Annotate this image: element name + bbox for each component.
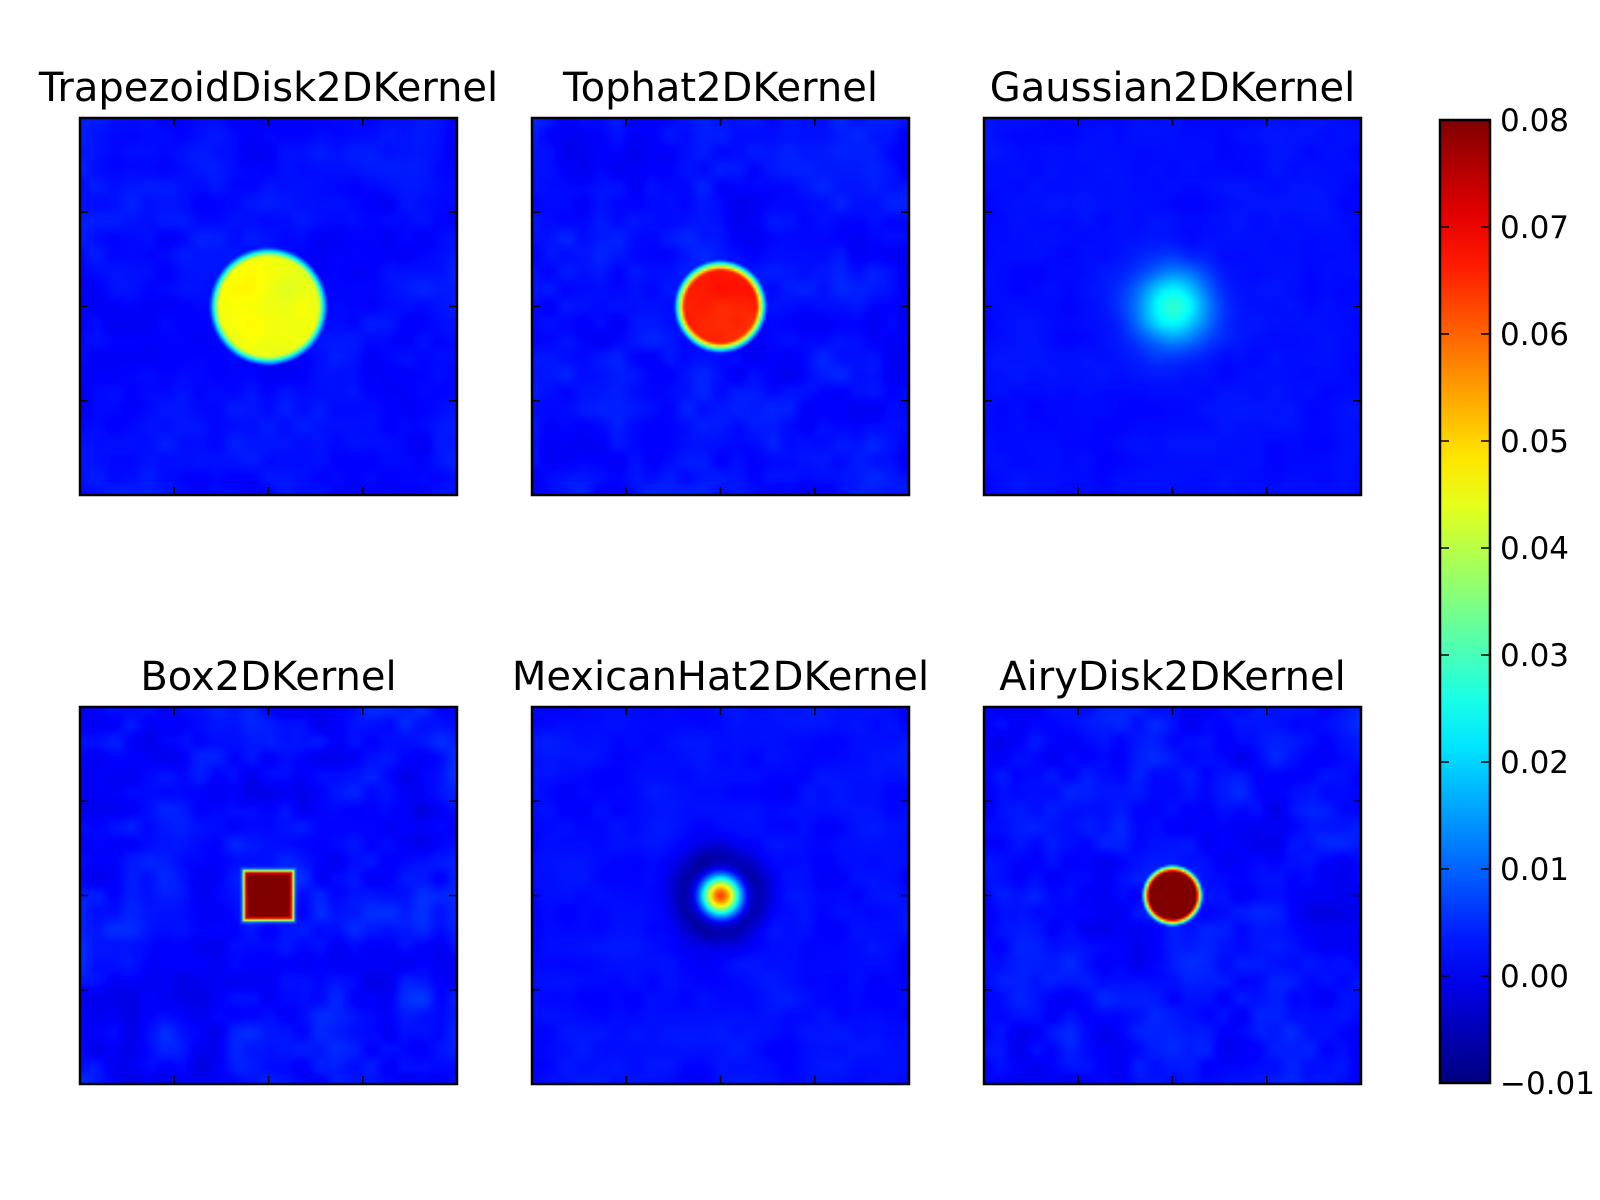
panel-tophat: Tophat2DKernel	[530, 65, 911, 497]
panel-title: AiryDisk2DKernel	[999, 654, 1345, 700]
colorbar-tick-label: 0.06	[1500, 317, 1569, 353]
colorbar-tick-label: 0.03	[1500, 638, 1569, 674]
panel-gaussian: Gaussian2DKernel	[982, 65, 1363, 497]
colorbar-tick-label: 0.00	[1500, 959, 1569, 995]
panel-title: Tophat2DKernel	[562, 65, 878, 111]
colorbar-tick-label: −0.01	[1500, 1066, 1595, 1102]
colorbar-tick-label: 0.07	[1500, 210, 1569, 246]
heatmap-image	[80, 707, 457, 1084]
panel-title: Gaussian2DKernel	[990, 65, 1355, 111]
heatmap-image	[984, 118, 1361, 495]
panel-mexicanhat: MexicanHat2DKernel	[512, 654, 929, 1086]
colorbar-tick-label: 0.04	[1500, 531, 1569, 567]
heatmap-image	[532, 118, 909, 495]
colorbar-gradient	[1438, 118, 1492, 1085]
panel-title: MexicanHat2DKernel	[512, 654, 929, 700]
heatmap-image	[532, 707, 909, 1084]
colorbar-tick-label: 0.05	[1500, 424, 1569, 460]
heatmap-image	[80, 118, 457, 495]
panel-disk: TrapezoidDisk2DKernel	[38, 65, 498, 497]
panel-title: TrapezoidDisk2DKernel	[38, 65, 498, 111]
colorbar-tick-label: 0.08	[1500, 103, 1569, 139]
colorbar-tick-label: 0.01	[1500, 852, 1569, 888]
colorbar: −0.01 0.00 0.01 0.02 0.03 0.04 0.05 0.06 0.07 0.0…	[1438, 103, 1595, 1102]
panel-box: Box2DKernel	[78, 654, 459, 1086]
colorbar-tick-label: 0.02	[1500, 745, 1569, 781]
panel-airy: AiryDisk2DKernel	[982, 654, 1363, 1086]
panel-title: Box2DKernel	[140, 654, 396, 700]
panels: TrapezoidDisk2DKernel Tophat2DKernel Gauss…	[38, 65, 1363, 1086]
heatmap-image	[984, 707, 1361, 1084]
